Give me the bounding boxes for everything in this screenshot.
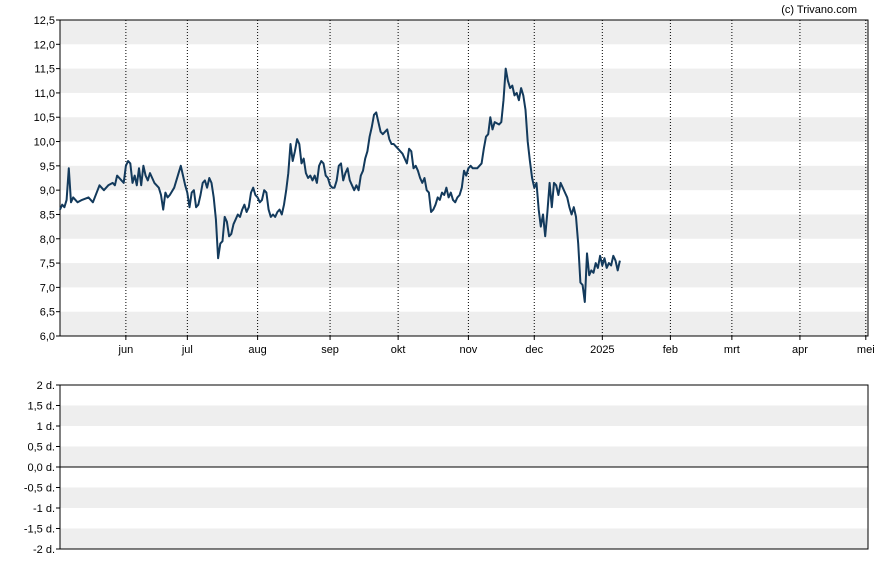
plot-border [59, 19, 869, 337]
x-tick-label: aug [248, 344, 266, 356]
y-tick-label: -2 d. [33, 544, 55, 556]
x-tick-label: jun [118, 344, 134, 356]
x-tick-label: mei [857, 344, 875, 356]
y-tick-label: 6,0 [40, 331, 55, 343]
price-line [59, 67, 621, 303]
y-tick-label: 7,5 [40, 258, 55, 270]
y-tick-label: 7,0 [40, 282, 55, 294]
y-tick-label: -0,5 d. [24, 483, 55, 495]
y-tick-label: 1 d. [37, 421, 55, 433]
x-tick-label: sep [321, 344, 339, 356]
grid-band [60, 405, 868, 426]
x-tick-label: feb [663, 344, 678, 356]
y-tick-label: 0,0 d. [27, 462, 55, 474]
grid-band [60, 68, 868, 93]
y-tick-label: 11,5 [34, 64, 55, 76]
grid-band [60, 117, 868, 142]
plot-border [59, 384, 869, 550]
x-tick-label: nov [460, 344, 478, 356]
grid-band [60, 446, 868, 467]
grid-band [60, 487, 868, 508]
y-tick-label: 10,0 [34, 137, 55, 149]
grid-band [60, 311, 868, 336]
y-tick-label: 9,5 [40, 161, 55, 173]
y-tick-label: 8,0 [40, 234, 55, 246]
y-tick-label: 2 d. [37, 380, 55, 392]
y-tick-label: -1 d. [33, 503, 55, 515]
grid-band [60, 263, 868, 288]
grid-band [60, 528, 868, 549]
y-tick-label: 0,5 d. [27, 442, 55, 454]
x-tick-label: apr [792, 344, 808, 356]
y-tick-label: 1,5 d. [27, 401, 55, 413]
price-chart: jun jul aug sep okt nov dec 2025 feb mrt apr mei 6,0… [34, 15, 875, 356]
secondary-chart: -2 d. -1,5 d. -1 d. -0,5 d. 0,0 d. 0,5 d. 1 d.… [24, 380, 869, 556]
x-tick-label: dec [525, 344, 543, 356]
y-tick-label: 12,0 [34, 39, 55, 51]
grid-band [60, 20, 868, 45]
y-tick-label: 6,5 [40, 307, 55, 319]
credit-text: (c) Trivano.com [781, 4, 857, 16]
x-tick-label: jul [181, 344, 193, 356]
y-tick-label: 9,0 [40, 185, 55, 197]
y-tick-label: 8,5 [40, 209, 55, 221]
x-tick-label: 2025 [590, 344, 614, 356]
grid-band [60, 214, 868, 239]
y-tick-label: 12,5 [34, 15, 55, 27]
y-tick-label: -1,5 d. [24, 524, 55, 536]
x-tick-label: mrt [724, 344, 740, 356]
y-tick-label: 11,0 [34, 88, 55, 100]
y-tick-label: 10,5 [34, 112, 55, 124]
x-tick-label: okt [391, 344, 406, 356]
